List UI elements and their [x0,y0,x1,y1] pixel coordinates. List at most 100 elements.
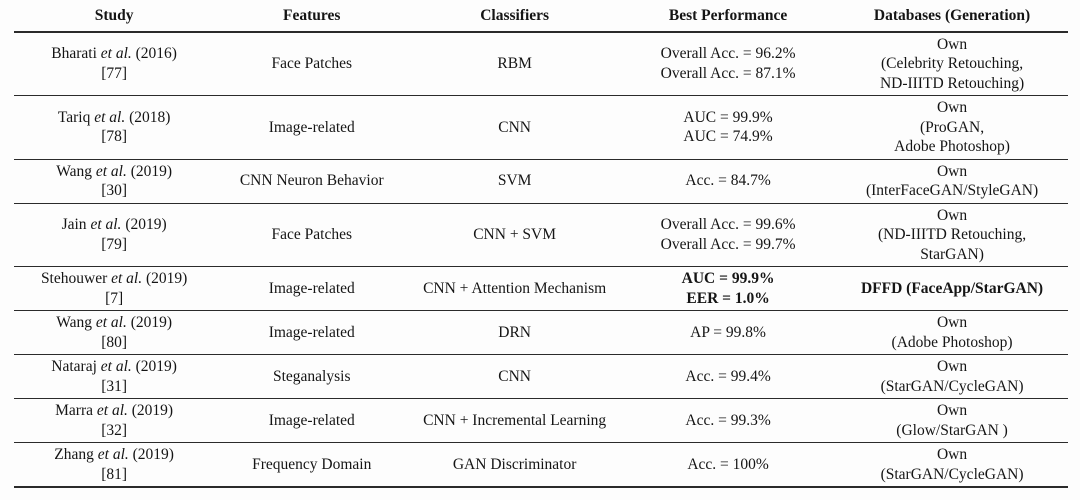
study-cell: Nataraj et al. (2019) [31] [14,354,215,399]
classifiers-cell: GAN Discriminator [409,442,621,488]
performance-cell: AP = 99.8% [620,310,837,355]
col-header-best-performance: Best Performance [620,2,837,33]
classifiers-cell: DRN [409,310,621,355]
study-cell: Stehouwer et al. (2019) [7] [14,266,215,311]
features-cell: Face Patches [214,203,410,267]
performance-cell: Acc. = 84.7% [620,159,837,204]
database-line: (ND-IIITD Retouching, [878,226,1027,243]
databases-cell: Own (StarGAN/CycleGAN) [836,354,1068,399]
classifiers-cell: SVM [409,159,621,204]
performance-cell: AUC = 99.9% EER = 1.0% [620,266,837,311]
performance-line: AUC = 99.9% [681,270,775,287]
features-cell: Frequency Domain [214,442,410,488]
database-line: Own [936,35,968,53]
study-citation: Nataraj et al. (2019) [51,358,177,375]
study-ref: [80] [101,333,128,351]
database-line: Adobe Photoshop) [894,138,1010,155]
table-row: Bharati et al. (2016) [77] Face Patches RBM… [14,31,1068,96]
performance-line: Acc. = 100% [687,455,769,473]
database-line: Own [936,206,968,224]
col-header-features: Features [214,2,410,33]
features-cell: Face Patches [214,31,410,96]
study-ref: [81] [101,465,128,483]
databases-cell: Own (ND-IIITD Retouching, StarGAN) [836,203,1068,267]
study-ref: [30] [101,182,128,199]
performance-cell: Acc. = 99.4% [620,354,837,399]
performance-line: AUC = 99.9% [683,108,773,126]
table-body: Bharati et al. (2016) [77] Face Patches RBM… [14,31,1068,488]
classifiers-cell: CNN + Incremental Learning [409,398,621,443]
study-citation: Stehouwer et al. (2019) [40,270,188,287]
study-ref: [7] [105,289,124,307]
classifiers-cell: CNN + SVM [409,203,621,267]
performance-line: AUC = 74.9% [683,128,773,146]
performance-line: EER = 1.0% [686,289,770,307]
classifiers-cell: RBM [409,31,621,96]
study-citation: Wang et al. (2019) [56,314,173,331]
study-cell: Zhang et al. (2019) [81] [14,442,215,488]
header-row: Study Features Classifiers Best Performa… [14,2,1068,33]
performance-cell: Overall Acc. = 96.2% Overall Acc. = 87.1% [620,31,837,96]
performance-line: Overall Acc. = 99.6% [660,216,796,234]
study-citation: Wang et al. (2019) [56,162,173,180]
database-line: DFFD (FaceApp/StarGAN) [860,279,1044,297]
study-citation: Jain et al. (2019) [61,216,167,234]
study-cell: Jain et al. (2019) [79] [14,203,215,267]
database-line: Own [936,162,968,180]
study-cell: Tariq et al. (2018) [78] [14,95,215,160]
database-line: Own [936,358,968,375]
study-cell: Wang et al. (2019) [80] [14,310,215,355]
performance-cell: Acc. = 100% [620,442,837,488]
database-line: (InterFaceGAN/StyleGAN) [865,182,1039,199]
table-row: Zhang et al. (2019) [81] Frequency Domain G… [14,442,1068,488]
databases-cell: Own (Adobe Photoshop) [836,310,1068,355]
database-line: (ProGAN, [919,118,985,136]
study-ref: [32] [101,421,128,439]
features-cell: Steganalysis [214,354,410,399]
performance-line: Acc. = 84.7% [685,172,771,190]
performance-line: AP = 99.8% [690,323,766,341]
study-citation: Bharati et al. (2016) [51,45,177,63]
databases-cell: Own (InterFaceGAN/StyleGAN) [836,159,1068,204]
performance-line: Acc. = 99.3% [685,411,771,429]
study-citation: Tariq et al. (2018) [57,108,171,126]
performance-cell: Acc. = 99.3% [620,398,837,443]
database-line: (Adobe Photoshop) [891,333,1013,351]
performance-line: Overall Acc. = 99.7% [660,235,796,253]
performance-line: Overall Acc. = 96.2% [660,45,796,63]
classifiers-cell: CNN [409,354,621,399]
database-line: Own [936,99,968,116]
study-ref: [78] [101,128,128,146]
performance-cell: Overall Acc. = 99.6% Overall Acc. = 99.7% [620,203,837,267]
col-header-classifiers: Classifiers [409,2,621,33]
study-citation: Marra et al. (2019) [55,402,174,419]
database-line: (StarGAN/CycleGAN) [880,377,1024,395]
table-row: Wang et al. (2019) [80] Image-related DRN AP… [14,310,1068,355]
database-line: Own [936,314,968,331]
database-line: Own [936,446,968,463]
study-cell: Wang et al. (2019) [30] [14,159,215,204]
performance-line: Overall Acc. = 87.1% [660,64,796,82]
table-row: Jain et al. (2019) [79] Face Patches CNN + … [14,203,1068,267]
features-cell: Image-related [214,95,410,160]
study-cell: Marra et al. (2019) [32] [14,398,215,443]
table-row: Tariq et al. (2018) [78] Image-related CNN A… [14,95,1068,160]
features-cell: CNN Neuron Behavior [214,159,410,204]
databases-cell: Own (Celebrity Retouching, ND-IIITD Retouc… [836,31,1068,96]
features-cell: Image-related [214,266,410,311]
study-ref: [31] [101,377,128,395]
database-line: (StarGAN/CycleGAN) [880,465,1024,483]
table-row: Stehouwer et al. (2019) [7] Image-related C… [14,266,1068,311]
database-line: (Glow/StarGAN ) [896,421,1008,439]
databases-cell: Own (ProGAN, Adobe Photoshop) [836,95,1068,160]
databases-cell: DFFD (FaceApp/StarGAN) [836,266,1068,311]
database-line: StarGAN) [920,245,984,263]
performance-cell: AUC = 99.9% AUC = 74.9% [620,95,837,160]
features-cell: Image-related [214,310,410,355]
databases-cell: Own (Glow/StarGAN ) [836,398,1068,443]
table-row: Wang et al. (2019) [30] CNN Neuron Behavio… [14,159,1068,204]
databases-cell: Own (StarGAN/CycleGAN) [836,442,1068,488]
classifiers-cell: CNN [409,95,621,160]
performance-line: Acc. = 99.4% [685,367,771,385]
database-line: ND-IIITD Retouching) [879,74,1025,92]
